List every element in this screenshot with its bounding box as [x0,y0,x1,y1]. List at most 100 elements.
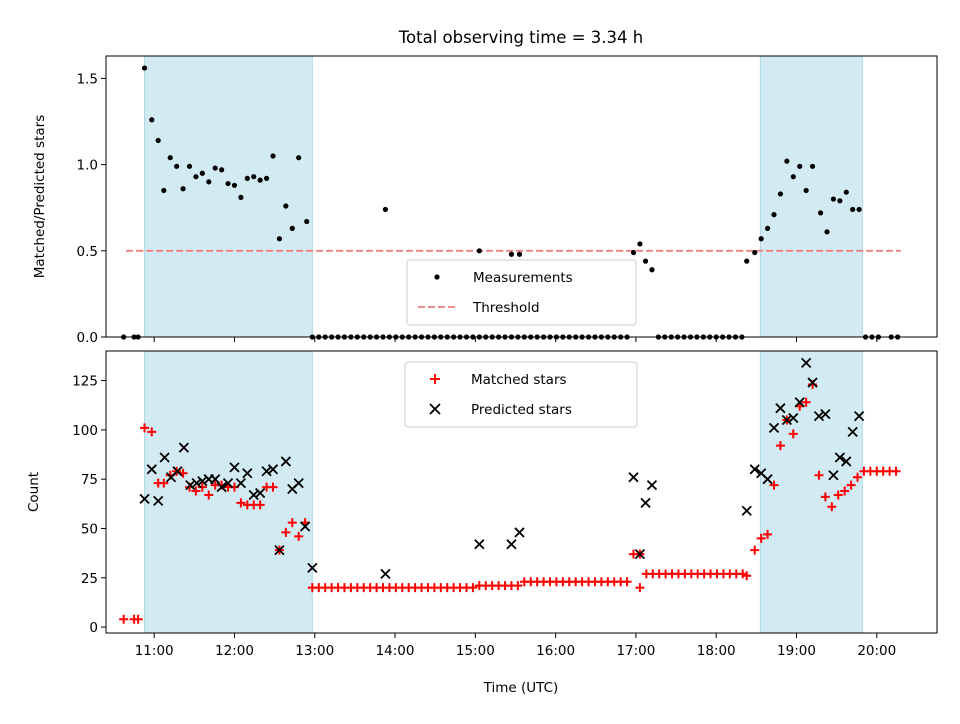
measurement-point [238,194,244,200]
predicted-star-point [741,505,752,516]
matched-star-point [622,577,632,587]
measurement-point [199,170,205,176]
measurement-point [830,196,837,202]
matched-star-point [191,486,201,496]
matched-star-point [788,429,798,439]
measurement-point [174,163,180,169]
predicted-star-point [153,495,164,507]
measurement-point [149,117,155,123]
measurement-point [843,189,849,195]
x-tick-label: 12:00 [215,643,254,659]
predicted-star-point [781,414,792,426]
matched-star-point [119,614,129,624]
measurement-point [817,210,824,216]
measurement-point [649,267,655,273]
shaded-interval [144,55,313,338]
y-tick-label: 25 [81,571,98,587]
measurement-point [642,258,649,264]
measurement-point [508,251,515,257]
predicted-star-point [159,452,170,463]
predicted-star-point [634,548,646,560]
legend-label: Measurements [473,270,573,286]
matched-star-point [147,427,157,437]
measurement-point [141,65,148,71]
legend-label: Threshold [472,300,540,316]
matched-star-point [814,470,824,480]
matched-star-point [833,490,843,500]
matched-star-point [635,583,645,593]
plot-frame [105,350,938,634]
x-tick-label: 20:00 [857,643,896,659]
matched-star-point [853,472,863,482]
legend-label: Predicted stars [471,402,572,418]
legend: Matched stars Predicted stars [404,361,638,428]
measurement-point [777,191,784,197]
predicted-star-point [172,466,183,477]
measurement-point [283,203,289,209]
measurement-point [231,182,238,188]
predicted-star-point [853,410,865,422]
legend-marker-matched [430,374,440,384]
predicted-star-point [222,477,234,489]
y-axis-label: Count [26,472,42,512]
matched-star-point [133,614,143,624]
predicted-star-point [380,568,391,579]
legend-label: Matched stars [471,372,567,388]
matched-star-point [281,527,291,537]
y-tick-label: 100 [72,423,98,439]
matched-star-point [294,531,304,541]
predicted-star-point [828,470,839,481]
measurement-point [225,180,231,187]
plot-frame [105,55,938,338]
measurement-point [758,236,764,242]
predicted-star-point [280,456,291,467]
predicted-star-point [841,456,852,467]
y-tick-label: 75 [81,472,98,488]
measurement-point [296,155,302,161]
panel-bottom: 0 25 50 75 100 125 11:00 12:00 13:00 14:00 15:00 16… [26,350,938,659]
matched-star-point [204,490,214,500]
measurement-point [837,198,843,204]
y-tick-label: 0.0 [77,330,98,346]
x-tick-label: 17:00 [616,643,655,659]
predicted-star-point [146,464,157,475]
measurement-point [790,174,796,180]
legend-box [406,259,637,326]
matched-star-point [236,498,246,508]
predicted-star-point [834,452,845,463]
measurement-point [771,212,777,218]
predicted-star-point [820,408,831,420]
matched-star-point [287,518,297,528]
matched-star-point [197,482,207,492]
predicted-star-point [628,472,639,483]
measurement-point [186,163,193,169]
predicted-star-point [514,527,525,538]
measurement-point [382,206,389,213]
shaded-interval [759,55,863,338]
x-tick-label: 14:00 [376,643,415,659]
measurement-point [784,158,790,164]
measurement-point [193,174,199,180]
panel-top: 0.0 0.5 1.0 1.5 Matched/Predicted stars Measu… [32,55,938,346]
measurement-point [809,163,816,169]
measurement-point [856,206,862,213]
predicted-star-point [197,476,208,487]
matched-star-point [159,478,169,488]
measurement-point [161,187,167,194]
predicted-star-point [813,410,825,422]
measurement-point [764,225,771,231]
measurement-point [637,241,643,247]
predicted-star-point [216,481,227,493]
predicted-star-point [261,466,272,477]
predicted-star-point [794,397,805,408]
matched-star-point [738,569,748,579]
predicted-star-point [229,462,240,473]
measurement-point [251,174,257,180]
y-tick-label: 0.5 [77,244,98,260]
predicted-star-point [800,357,812,368]
chart-title: Total observing time = 3.34 h [398,28,643,47]
matched-star-point [820,492,830,502]
matched-star-point [891,466,901,476]
